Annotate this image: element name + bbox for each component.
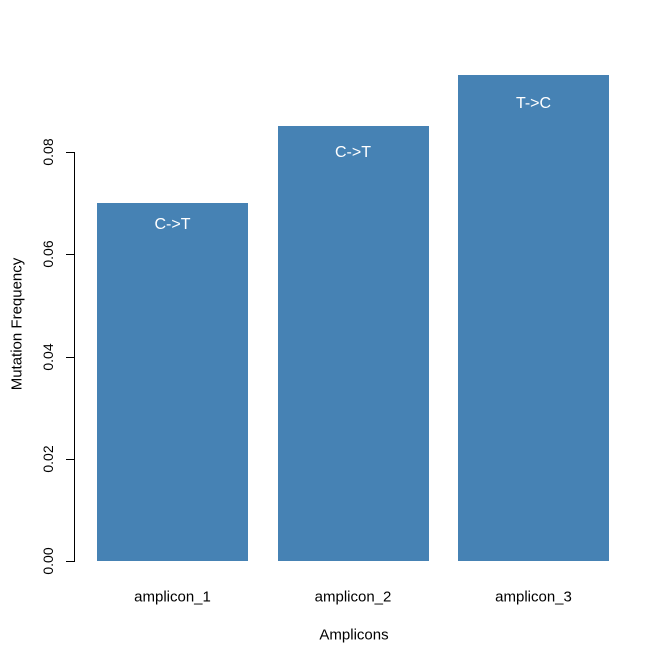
x-axis-title: Amplicons: [319, 626, 389, 644]
y-tick: [66, 458, 74, 460]
x-category-label: amplicon_3: [495, 588, 572, 606]
y-tick-label: 0.06: [40, 240, 56, 268]
y-tick-label: 0.04: [40, 342, 56, 371]
y-tick-label: 0.08: [40, 138, 56, 166]
x-category-label: amplicon_1: [134, 588, 211, 606]
bar-amplicon_1: C->T: [97, 203, 248, 561]
bar-value-label: C->T: [335, 143, 371, 161]
bar-amplicon_3: T->C: [458, 75, 609, 561]
y-axis-title: Mutation Frequency: [8, 257, 26, 391]
y-tick-label: 0.02: [40, 445, 56, 473]
bar-amplicon_2: C->T: [277, 126, 429, 561]
y-tick: [66, 561, 74, 562]
y-tick-label: 0.00: [40, 547, 56, 575]
y-tick: [66, 152, 74, 153]
y-axis-line: [74, 152, 75, 562]
y-tick: [66, 356, 74, 358]
bar-value-label: T->C: [515, 95, 552, 113]
y-tick: [66, 254, 74, 256]
bar-value-label: C->T: [154, 215, 191, 233]
x-category-label: amplicon_2: [314, 588, 392, 606]
